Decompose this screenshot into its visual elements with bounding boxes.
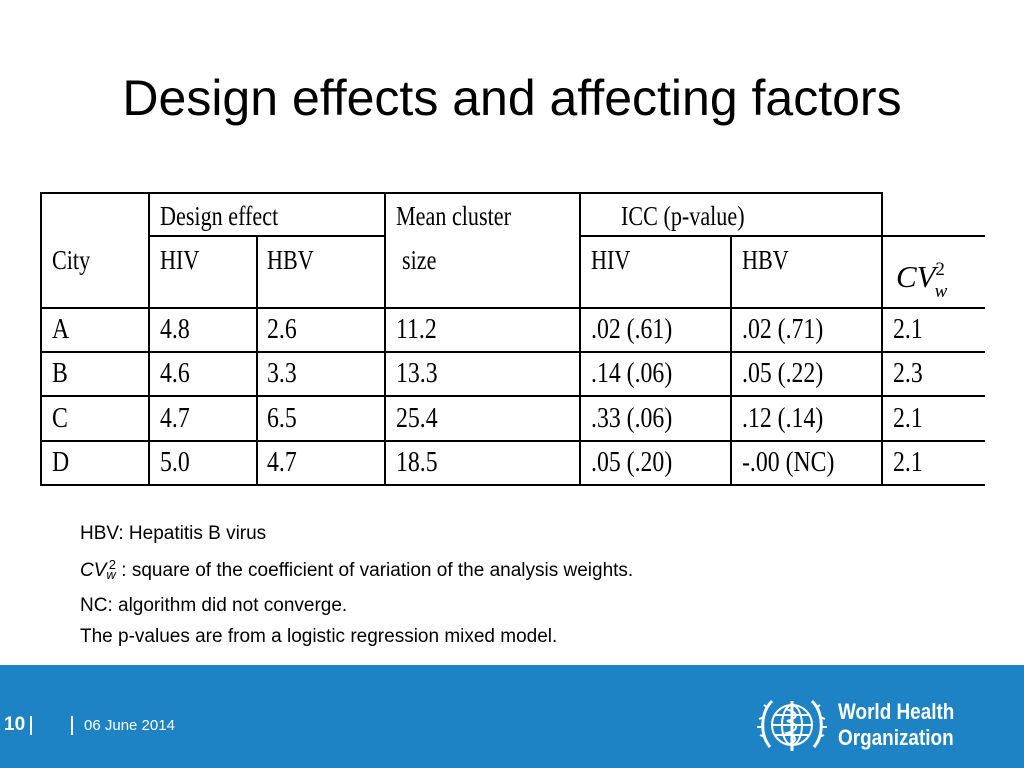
cell-de-hiv: 5.0 <box>160 446 190 478</box>
table-rule <box>256 235 258 486</box>
cell-icc-hiv: .14 (.06) <box>591 357 673 389</box>
header-de-hbv: HBV <box>267 245 314 275</box>
cell-de-hbv: 4.7 <box>267 446 297 478</box>
table-rule <box>148 192 150 486</box>
header-mean-cluster-size: size <box>402 245 437 275</box>
cell-de-hiv: 4.8 <box>160 313 190 345</box>
cell-icc-hbv: .12 (.14) <box>742 402 824 434</box>
page-number: 10 <box>4 714 26 735</box>
table-rule <box>40 192 42 486</box>
cell-cluster-size: 13.3 <box>396 357 438 389</box>
cell-cluster-size: 18.5 <box>396 446 438 478</box>
slide-title: Design effects and affecting factors <box>122 70 902 126</box>
cell-icc-hbv: .05 (.22) <box>742 357 824 389</box>
data-table: City Design effect HIV HBV Mean cluster … <box>38 187 985 487</box>
cell-city: D <box>52 446 70 478</box>
cell-icc-hiv: .33 (.06) <box>591 402 673 434</box>
cell-de-hiv: 4.7 <box>160 402 190 434</box>
cell-icc-hiv: .02 (.61) <box>591 313 673 345</box>
footer-separator <box>71 716 73 735</box>
table-rule <box>730 235 732 486</box>
table-rule <box>579 192 581 486</box>
table-rule <box>40 307 985 309</box>
cell-de-hiv: 4.6 <box>160 357 190 389</box>
cell-city: B <box>52 357 68 389</box>
header-cvw2: CVw2 <box>896 259 948 302</box>
cell-city: A <box>52 313 70 345</box>
cell-cvw2: 2.3 <box>893 357 923 389</box>
footer-separator <box>30 716 32 735</box>
table-rule <box>40 440 985 442</box>
table-rule <box>40 192 883 194</box>
note-nc: NC: algorithm did not converge. <box>80 595 348 616</box>
cell-icc-hbv: .02 (.71) <box>742 313 824 345</box>
table-rule <box>40 395 985 397</box>
table-rule <box>881 192 883 486</box>
who-emblem-icon <box>757 699 827 751</box>
note-hbv: HBV: Hepatitis B virus <box>80 523 267 544</box>
who-wordmark: World Health Organization <box>838 699 954 751</box>
cell-icc-hiv: .05 (.20) <box>591 446 673 478</box>
table-rule <box>40 484 985 486</box>
table-rule <box>579 235 985 237</box>
header-icc-hiv: HIV <box>591 245 631 275</box>
cell-de-hbv: 3.3 <box>267 357 297 389</box>
cell-de-hbv: 6.5 <box>267 402 297 434</box>
cell-cvw2: 2.1 <box>893 446 923 478</box>
header-design-effect: Design effect <box>160 201 279 231</box>
note-pvalues: The p-values are from a logistic regress… <box>80 626 558 647</box>
note-cvw2: CVw2 : square of the coefficient of vari… <box>80 557 634 582</box>
header-mean-cluster: Mean cluster <box>396 201 511 231</box>
table-rule <box>384 192 386 486</box>
header-icc-hbv: HBV <box>742 245 789 275</box>
header-de-hiv: HIV <box>160 245 200 275</box>
cvw2-symbol: CVw <box>80 560 116 582</box>
table-rule <box>40 351 985 353</box>
header-city: City <box>52 245 91 275</box>
org-name-line1: World Health <box>838 699 955 724</box>
cell-cluster-size: 11.2 <box>396 313 437 345</box>
cell-icc-hbv: -.00 (NC) <box>742 446 835 478</box>
cell-cvw2: 2.1 <box>893 402 923 434</box>
footer-bar: 10 06 June 2014 World Health Organizatio… <box>0 665 1024 768</box>
cell-de-hbv: 2.6 <box>267 313 297 345</box>
cell-city: C <box>52 402 68 434</box>
header-icc: ICC (p-value) <box>621 201 745 231</box>
footnotes: HBV: Hepatitis B virus CVw2 : square of … <box>80 518 980 652</box>
org-name-line2: Organization <box>838 725 954 750</box>
table-rule <box>148 235 385 237</box>
footer-date: 06 June 2014 <box>84 717 175 734</box>
cell-cluster-size: 25.4 <box>396 402 438 434</box>
cell-cvw2: 2.1 <box>893 313 923 345</box>
